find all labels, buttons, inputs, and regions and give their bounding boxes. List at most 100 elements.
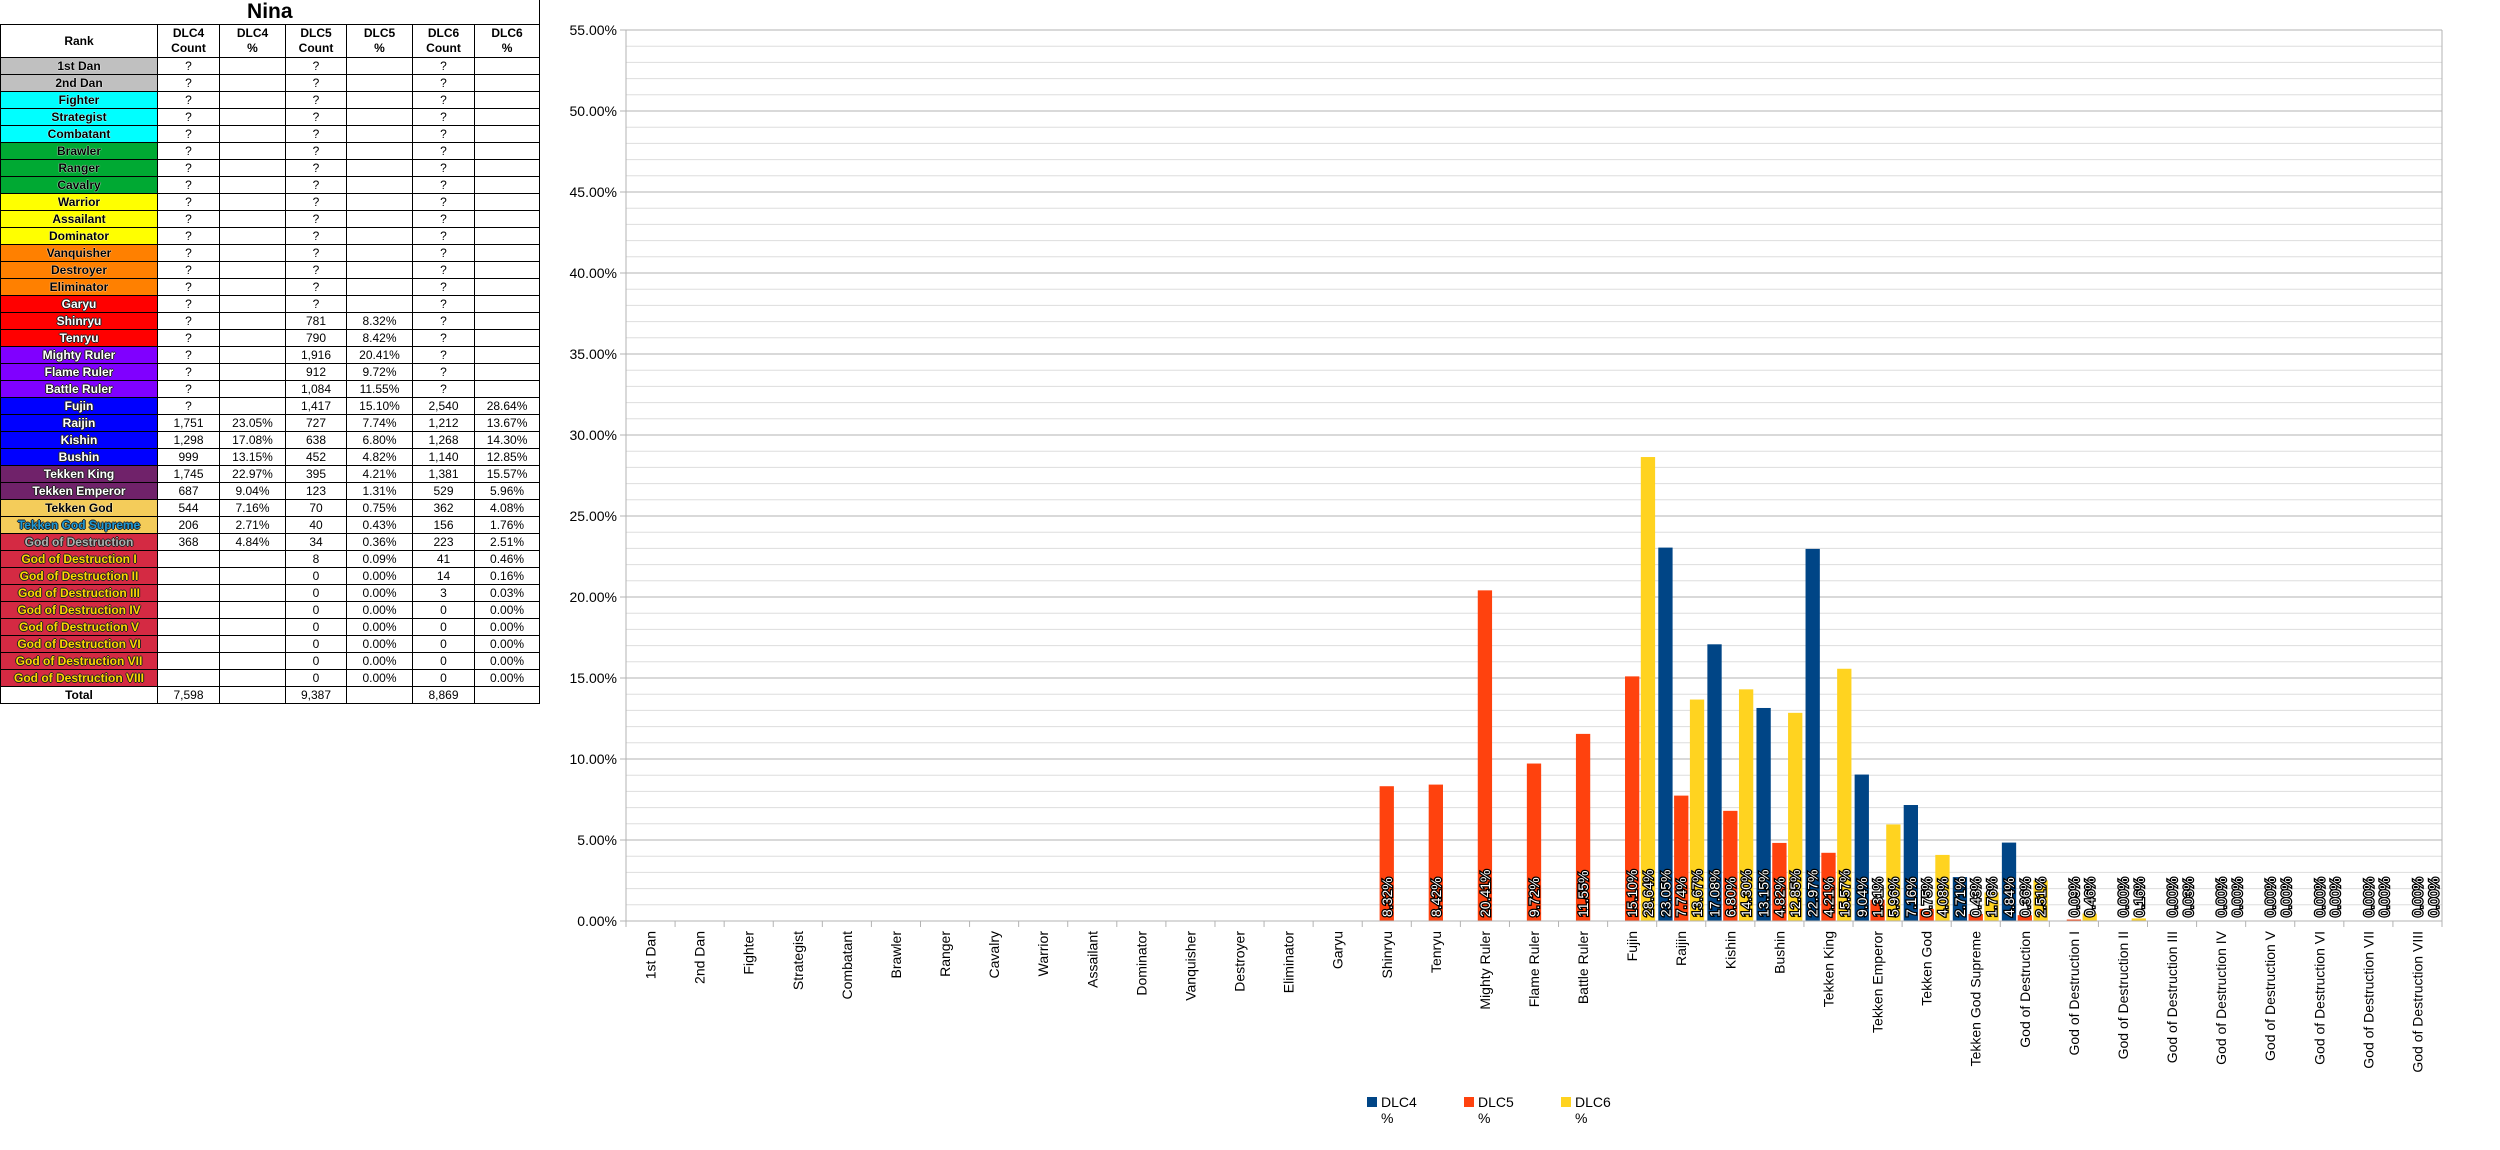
bar-dlc5 <box>1526 763 1542 921</box>
rank-cell: Flame Ruler <box>0 363 158 381</box>
data-label: 0.16% <box>2131 877 2147 917</box>
value-cell: 4.82% <box>346 448 413 466</box>
data-label: 20.41% <box>1477 870 1493 917</box>
bar-dlc4 <box>1952 877 1968 921</box>
rank-cell: Destroyer <box>0 261 158 279</box>
bar-dlc6 <box>2033 880 2048 921</box>
rank-cell: Fighter <box>0 91 158 109</box>
data-label: 0.09% <box>2066 877 2082 917</box>
table-row: Destroyer??? <box>0 261 541 279</box>
table-row: Shinryu? 781 8.32%? <box>0 312 541 330</box>
x-tick-label: Vanquisher <box>1182 931 1198 1001</box>
total-row: Total 7,598 9,387 8,869 <box>0 686 541 704</box>
x-tick-label: Warrior <box>1035 931 1051 977</box>
data-label: 22.97% <box>1805 870 1821 917</box>
x-tick-label: Kishin <box>1722 931 1738 969</box>
rank-cell: Ranger <box>0 159 158 177</box>
data-label: 2.71% <box>1952 877 1968 917</box>
data-label: 12.85% <box>1787 870 1803 917</box>
bar-dlc4 <box>1805 548 1820 921</box>
data-label: 4.08% <box>1934 877 1950 917</box>
bar-dlc5 <box>1919 908 1934 921</box>
value-cell: 14.30% <box>473 431 541 449</box>
y-tick-label: 40.00% <box>570 265 617 281</box>
data-label: 7.16% <box>1903 877 1919 917</box>
data-label: 0.00% <box>2376 877 2392 917</box>
y-tick-label: 45.00% <box>570 184 617 200</box>
data-label: 15.57% <box>1836 870 1852 917</box>
table-row: Tekken God 544 7.16% 70 0.75% 362 4.08% <box>0 499 541 517</box>
data-label: 8.32% <box>1379 877 1395 917</box>
data-label: 28.64% <box>1640 870 1656 917</box>
value-cell: 7.16% <box>219 499 286 517</box>
rank-cell: Garyu <box>0 295 158 313</box>
rank-cell: Shinryu <box>0 312 158 330</box>
data-label: 0.00% <box>2262 877 2278 917</box>
data-label: 0.43% <box>1968 877 1984 917</box>
bar-dlc6 <box>2131 918 2146 921</box>
total-cell: 8,869 <box>412 686 475 704</box>
data-label: 13.15% <box>1756 870 1772 917</box>
table-row: Battle Ruler? 1,084 11.55%? <box>0 380 541 398</box>
x-tick-label: Assailant <box>1084 931 1100 988</box>
table-row: Tekken Emperor 687 9.04% 123 1.31% 529 5.96% <box>0 482 541 500</box>
x-tick-label: Dominator <box>1133 931 1149 996</box>
table-row: Garyu??? <box>0 295 541 313</box>
table-row: Ranger??? <box>0 159 541 177</box>
value-cell: 0.00% <box>346 652 413 670</box>
value-cell: 0.46% <box>473 550 541 568</box>
data-label: 4.82% <box>1771 877 1787 917</box>
table-row: Strategist??? <box>0 108 541 126</box>
data-label: 9.04% <box>1854 877 1870 917</box>
value-cell: 7.74% <box>346 414 413 432</box>
value-cell: 0.36% <box>346 533 413 551</box>
x-tick-label: Flame Ruler <box>1526 931 1542 1008</box>
bar-dlc6 <box>1689 699 1705 921</box>
value-cell: 13.67% <box>473 414 541 432</box>
x-tick-label: Tekken God Supreme <box>1968 931 1984 1067</box>
rank-cell: Tekken King <box>0 465 158 483</box>
bar-dlc5 <box>1379 786 1394 921</box>
data-label: 0.00% <box>2115 877 2131 917</box>
rank-cell: God of Destruction V <box>0 618 158 636</box>
value-cell: 9.04% <box>219 482 286 500</box>
value-cell: 1,298 <box>157 431 220 449</box>
legend-label: DLC6 % <box>1575 1094 1611 1126</box>
bar-dlc5 <box>1821 852 1836 921</box>
value-cell: 40 <box>285 516 347 534</box>
table-row: Bushin 999 13.15% 452 4.82% 1,140 12.85% <box>0 448 541 466</box>
table-row: God of Destruction II 0 0.00% 14 0.16% <box>0 567 541 585</box>
rank-cell: Mighty Ruler <box>0 346 158 364</box>
bar-dlc4 <box>1658 547 1673 921</box>
table-row: Tenryu? 790 8.42%? <box>0 329 541 347</box>
value-cell: 0.43% <box>346 516 413 534</box>
y-tick-label: 0.00% <box>577 913 617 929</box>
bar-dlc4 <box>1903 805 1918 921</box>
x-tick-label: Bushin <box>1771 931 1787 974</box>
table-row: God of Destruction V 0 0.00% 0 0.00% <box>0 618 541 636</box>
data-label: 0.00% <box>2409 877 2425 917</box>
table-row: Kishin 1,298 17.08% 638 6.80% 1,268 14.30% <box>0 431 541 449</box>
data-label: 11.55% <box>1575 871 1591 917</box>
rank-cell: God of Destruction VII <box>0 652 158 670</box>
total-cell <box>473 686 541 704</box>
bar-dlc6 <box>1886 824 1901 921</box>
bar-dlc5 <box>1625 676 1640 921</box>
rank-cell: God of Destruction VIII <box>0 669 158 687</box>
table-row: God of Destruction VII 0 0.00% 0 0.00% <box>0 652 541 670</box>
data-label: 23.05% <box>1657 870 1673 917</box>
x-tick-label: God of Destruction V <box>2262 930 2278 1061</box>
rank-cell: God of Destruction VI <box>0 635 158 653</box>
data-label: 0.00% <box>2360 877 2376 917</box>
rank-cell: Tekken Emperor <box>0 482 158 500</box>
column-header: DLC5 % <box>346 24 413 58</box>
bar-dlc5 <box>1968 914 1983 921</box>
x-tick-label: Tekken King <box>1820 931 1836 1007</box>
data-label: 6.80% <box>1722 877 1738 917</box>
bar-dlc5 <box>2066 919 2082 921</box>
table-row: Fighter??? <box>0 91 541 109</box>
x-tick-label: Cavalry <box>986 931 1002 978</box>
bar-dlc5 <box>1428 784 1443 921</box>
x-tick-label: God of Destruction II <box>2115 931 2131 1059</box>
data-label: 14.30% <box>1738 870 1754 917</box>
